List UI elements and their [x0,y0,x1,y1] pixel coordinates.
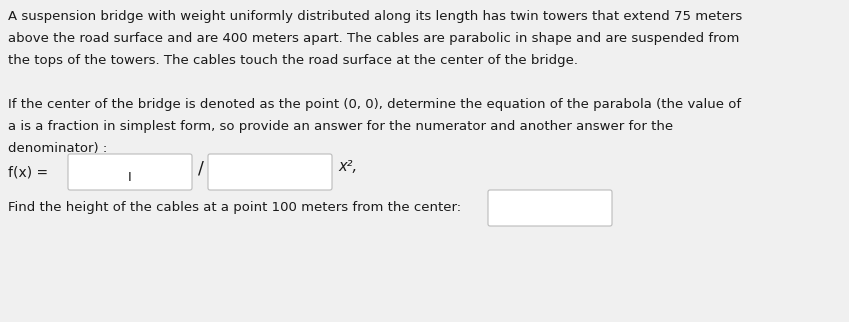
Text: above the road surface and are 400 meters apart. The cables are parabolic in sha: above the road surface and are 400 meter… [8,32,739,45]
Text: /: / [198,159,204,177]
Text: the tops of the towers. The cables touch the road surface at the center of the b: the tops of the towers. The cables touch… [8,54,578,67]
Text: x²,: x², [338,158,357,174]
FancyBboxPatch shape [208,154,332,190]
Text: denominator) :: denominator) : [8,142,107,155]
Text: a is a fraction in simplest form, so provide an answer for the numerator and ano: a is a fraction in simplest form, so pro… [8,120,673,133]
Text: I: I [128,171,132,184]
Text: A suspension bridge with weight uniformly distributed along its length has twin : A suspension bridge with weight uniforml… [8,10,742,23]
Text: f(x) =: f(x) = [8,165,48,179]
FancyBboxPatch shape [488,190,612,226]
Text: If the center of the bridge is denoted as the point (0, 0), determine the equati: If the center of the bridge is denoted a… [8,98,741,111]
Text: Find the height of the cables at a point 100 meters from the center:: Find the height of the cables at a point… [8,202,461,214]
FancyBboxPatch shape [68,154,192,190]
